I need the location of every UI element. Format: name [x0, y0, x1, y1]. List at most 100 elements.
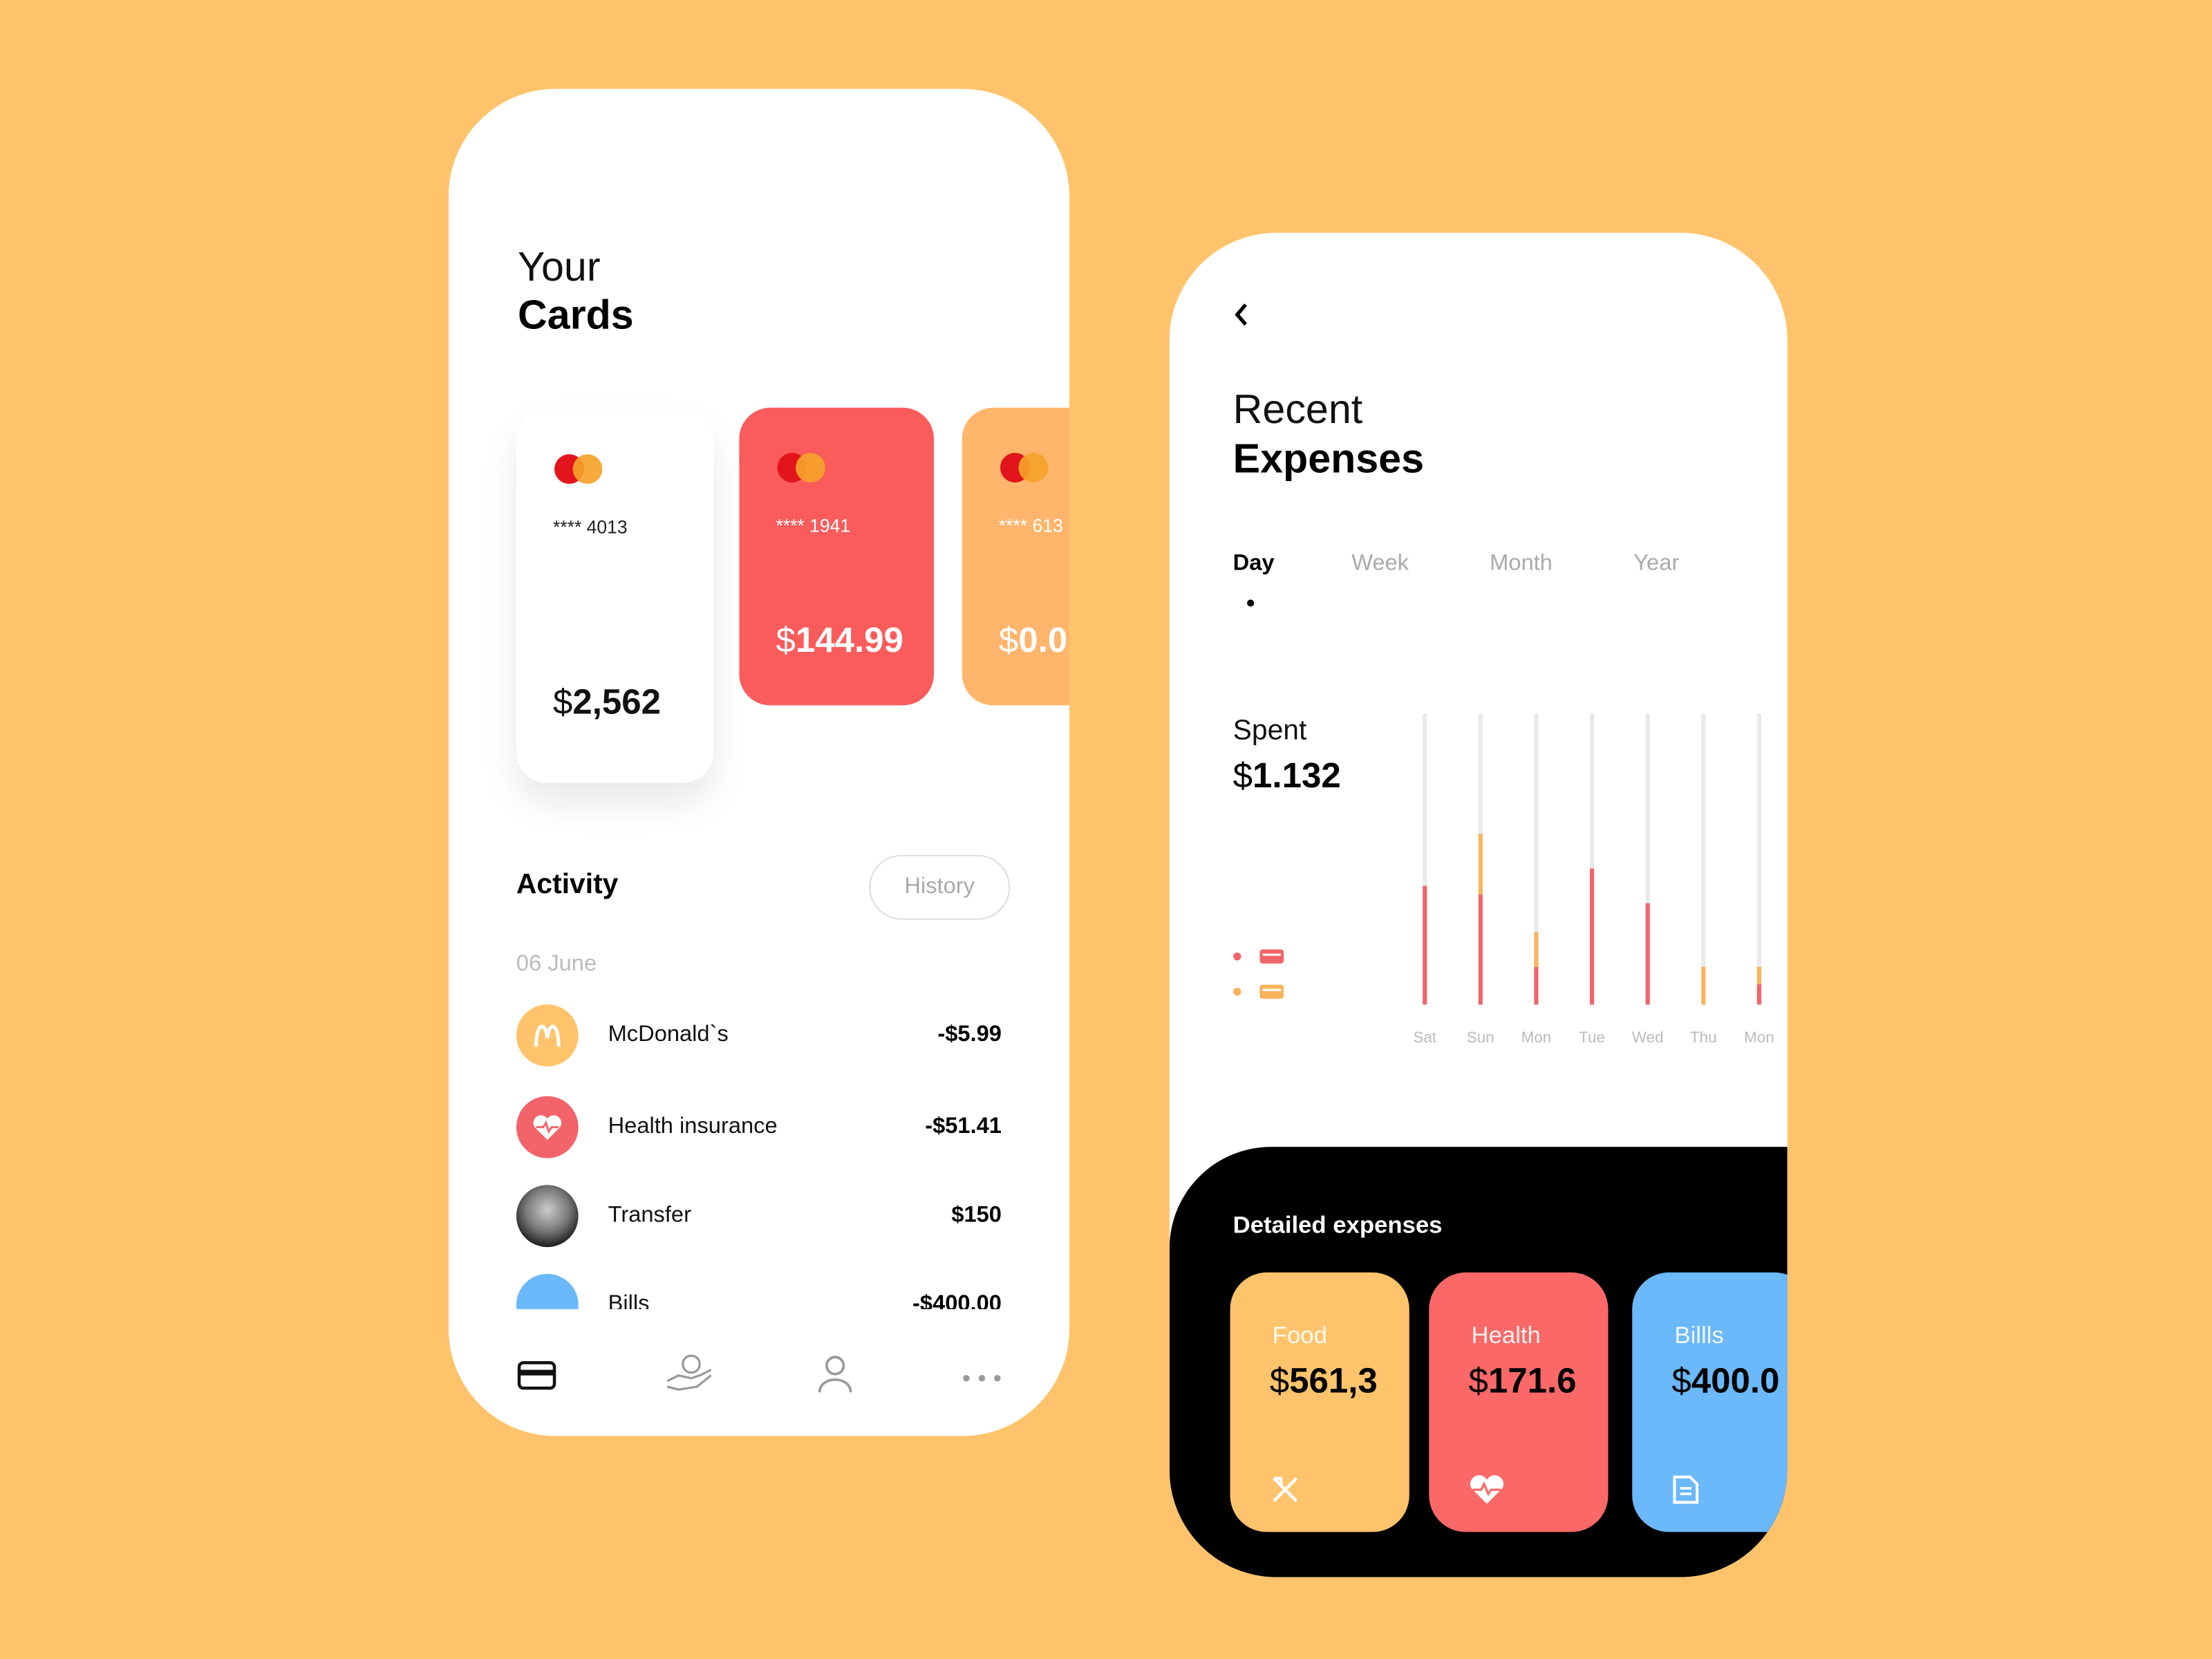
amount: 1.132: [1253, 756, 1341, 796]
tile-label: Food: [1272, 1322, 1327, 1349]
transaction-name: Bills: [608, 1292, 650, 1309]
bar-segment: [1701, 966, 1706, 1005]
tile-amount: $561,3: [1270, 1361, 1378, 1402]
currency: $: [776, 620, 796, 661]
tile-amount: $171.6: [1468, 1361, 1576, 1402]
currency: $: [1671, 1361, 1691, 1401]
currency: $: [998, 620, 1019, 661]
card-number: **** 613: [998, 514, 1063, 536]
transaction[interactable]: Transfer $150: [516, 1185, 1002, 1248]
legend-icon: [1259, 984, 1284, 999]
expenses-phone: Recent Expenses Day Week Month Year Spen…: [1169, 232, 1788, 1577]
food-icon: [1273, 1477, 1298, 1502]
expense-tile[interactable]: Health $171.6: [1429, 1272, 1609, 1533]
x-tick-label: Mon: [1744, 1029, 1774, 1046]
tab[interactable]: Month: [1490, 551, 1553, 576]
x-tick-label: Mon: [1521, 1029, 1552, 1046]
title-bold: Expenses: [1232, 437, 1425, 482]
x-tick-label: Sun: [1467, 1029, 1494, 1046]
transaction-amount: -$400.00: [912, 1292, 1002, 1309]
bar-segment: [1534, 966, 1539, 1005]
transaction[interactable]: McDonald`s -$5.99: [516, 1004, 1002, 1067]
currency: $: [1232, 756, 1253, 796]
back-button[interactable]: [1226, 298, 1259, 332]
chart: Sat Sun Mon Tue Wed Thu Mon: [1233, 713, 1774, 1046]
x-tick-label: Wed: [1632, 1029, 1664, 1046]
amount: 144.99: [795, 620, 903, 661]
currency: $: [552, 682, 573, 722]
title-bold: Cards: [517, 293, 634, 339]
history-button[interactable]: History: [869, 854, 1011, 920]
activity-title: Activity: [516, 869, 619, 901]
tile-label: Billls: [1674, 1322, 1724, 1349]
title-light: Your: [517, 245, 601, 291]
detailed-panel: Detailed expenses Food $561,3 Health $17…: [1169, 1147, 1788, 1577]
card-number: **** 4013: [552, 516, 628, 538]
tab[interactable]: Year: [1633, 551, 1680, 576]
expense-tile[interactable]: Billls $400.0: [1632, 1272, 1788, 1533]
bills-icon: [516, 1273, 579, 1309]
x-tick-label: Thu: [1690, 1029, 1717, 1046]
currency: $: [1468, 1361, 1488, 1401]
nav-more[interactable]: [963, 1375, 1001, 1382]
spent-label: Spent: [1232, 715, 1307, 747]
bar-segment: [1423, 885, 1427, 1005]
card-logo: [1018, 453, 1049, 482]
nav-cards[interactable]: [517, 1361, 556, 1390]
icon: [534, 1024, 561, 1047]
bills-icon: [1673, 1475, 1699, 1504]
card[interactable]: **** 1941 $144.99: [739, 407, 935, 706]
card-amount: $2,562: [553, 683, 661, 724]
legend-icon-detail: [1262, 953, 1282, 956]
x-tick-label: Sat: [1413, 1029, 1436, 1046]
amount: 561,3: [1289, 1361, 1378, 1401]
health-icon: [1470, 1475, 1504, 1504]
amount: 0.0: [1018, 620, 1068, 661]
transaction[interactable]: Bills -$400.00: [516, 1273, 1002, 1309]
card[interactable]: **** 613 $0.0: [962, 407, 1069, 706]
legend-icon: [1259, 949, 1284, 964]
legend-dot: [1233, 987, 1241, 996]
mcdonalds-icon: [516, 1004, 579, 1067]
amount: 2,562: [572, 682, 662, 722]
bar-segment: [1478, 894, 1483, 1005]
legend-dot: [1233, 952, 1241, 961]
bar-segment: [1534, 932, 1539, 967]
transaction-name: McDonald`s: [608, 1022, 729, 1047]
amount: 171.6: [1488, 1361, 1577, 1401]
legend-icon-detail: [1262, 988, 1282, 991]
card-amount: $0.0: [999, 621, 1067, 662]
nav-bar: [517, 1354, 1001, 1393]
nav-payments[interactable]: [666, 1354, 712, 1391]
detailed-title: Detailed expenses: [1232, 1212, 1443, 1239]
transaction[interactable]: Health insurance -$51.41: [516, 1096, 1002, 1159]
expense-tile[interactable]: Food $561,3: [1230, 1272, 1409, 1533]
card-logo: [796, 453, 825, 482]
cards-phone: Your Cards **** 4013 $2,562 **** 1941 $1…: [448, 88, 1069, 1436]
card-logo: [572, 454, 603, 484]
x-tick-label: Tue: [1579, 1029, 1605, 1046]
transaction-amount: $150: [951, 1203, 1002, 1228]
card-number: **** 1941: [776, 514, 851, 536]
date: 06 June: [516, 952, 597, 977]
card-amount: $144.99: [776, 621, 903, 662]
transaction-name: Transfer: [608, 1203, 691, 1228]
tab-indicator: [1247, 599, 1255, 607]
transaction-list: McDonald`s -$5.99 Health insurance -$51.…: [449, 992, 1069, 1309]
tile-amount: $400.0: [1671, 1361, 1779, 1402]
tile-label: Health: [1471, 1322, 1541, 1349]
currency: $: [1269, 1361, 1290, 1401]
amount: 400.0: [1691, 1361, 1780, 1401]
bar-segment: [1756, 984, 1761, 1005]
tab[interactable]: Day: [1232, 551, 1275, 576]
nav-profile[interactable]: [818, 1356, 852, 1393]
bar-segment: [1756, 966, 1761, 984]
health-icon: [516, 1096, 579, 1159]
avatar: [516, 1185, 579, 1248]
bar-segment: [1645, 903, 1650, 1005]
card[interactable]: **** 4013 $2,562: [516, 409, 714, 783]
transaction-amount: -$5.99: [937, 1022, 1002, 1047]
tab[interactable]: Week: [1351, 551, 1409, 576]
spent-amount: $1.132: [1233, 756, 1341, 797]
